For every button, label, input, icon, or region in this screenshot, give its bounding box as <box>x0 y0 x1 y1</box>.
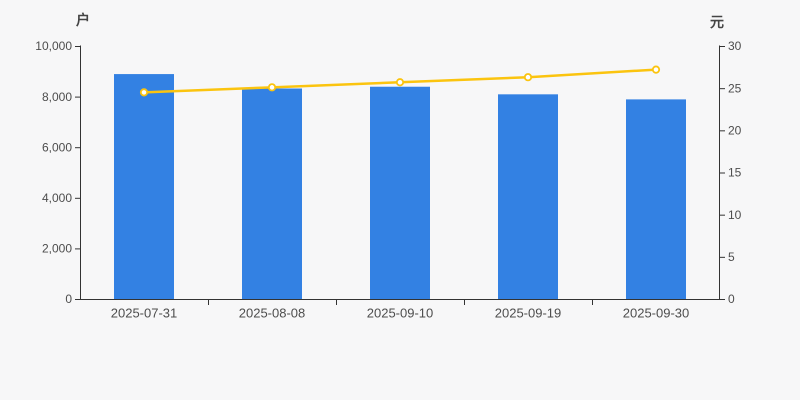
left-axis-tick-label: 4,000 <box>42 191 72 205</box>
bar-2025-09-10[interactable] <box>370 86 430 299</box>
x-axis-category-label: 2025-09-19 <box>495 306 562 321</box>
point-2025-08-08[interactable] <box>267 83 277 92</box>
right-axis-tick-label: 5 <box>728 250 735 264</box>
point-2025-09-19[interactable] <box>523 73 533 82</box>
point-2025-07-31[interactable] <box>139 88 149 97</box>
right-axis-tick-label: 15 <box>728 166 742 180</box>
right-axis-tick-label: 10 <box>728 208 742 222</box>
point-2025-09-10[interactable] <box>395 78 405 87</box>
left-axis-tick-label: 6,000 <box>42 140 72 154</box>
left-axis-tick-label: 8,000 <box>42 90 72 104</box>
left-axis-tick-label: 2,000 <box>42 242 72 256</box>
right-axis-tick-label: 25 <box>728 81 742 95</box>
right-axis-unit-label: 元 <box>710 14 724 30</box>
point-2025-09-30[interactable] <box>651 65 661 74</box>
left-axis-unit-label: 户 <box>76 12 90 28</box>
x-axis-category-label: 2025-07-31 <box>111 306 178 321</box>
bar-2025-08-08[interactable] <box>242 88 302 299</box>
x-axis-category-label: 2025-09-10 <box>367 306 434 321</box>
bar-2025-09-19[interactable] <box>498 94 558 299</box>
bar-2025-07-31[interactable] <box>114 74 174 299</box>
left-axis-tick-label: 0 <box>65 292 72 306</box>
right-axis-tick-label: 20 <box>728 124 742 138</box>
x-axis-category-label: 2025-09-30 <box>623 306 690 321</box>
right-axis-tick-label: 0 <box>728 292 735 306</box>
right-axis-tick-label: 30 <box>728 39 742 53</box>
bar-2025-09-30[interactable] <box>626 99 686 300</box>
x-axis-category-label: 2025-08-08 <box>239 306 306 321</box>
left-axis-tick-label: 10,000 <box>35 39 72 53</box>
